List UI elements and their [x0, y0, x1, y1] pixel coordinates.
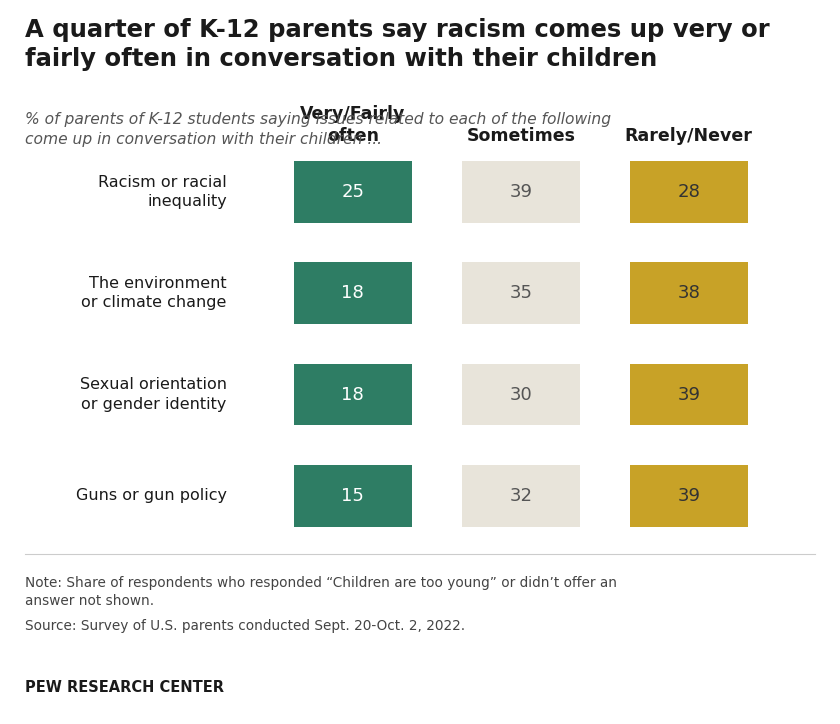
Text: Racism or racial
inequality: Racism or racial inequality	[98, 174, 227, 209]
Text: 28: 28	[677, 183, 701, 201]
FancyBboxPatch shape	[294, 161, 412, 223]
Text: Guns or gun policy: Guns or gun policy	[76, 489, 227, 503]
Text: PEW RESEARCH CENTER: PEW RESEARCH CENTER	[25, 680, 224, 695]
Text: Note: Share of respondents who responded “Children are too young” or didn’t offe: Note: Share of respondents who responded…	[25, 576, 617, 608]
Text: 39: 39	[677, 386, 701, 403]
FancyBboxPatch shape	[294, 363, 412, 425]
Text: Source: Survey of U.S. parents conducted Sept. 20-Oct. 2, 2022.: Source: Survey of U.S. parents conducted…	[25, 619, 465, 633]
FancyBboxPatch shape	[294, 263, 412, 324]
Text: The environment
or climate change: The environment or climate change	[81, 276, 227, 311]
FancyBboxPatch shape	[630, 363, 748, 425]
FancyBboxPatch shape	[630, 465, 748, 527]
FancyBboxPatch shape	[462, 263, 580, 324]
Text: 38: 38	[677, 285, 701, 302]
Text: 39: 39	[677, 487, 701, 505]
Text: 18: 18	[341, 386, 365, 403]
Text: 39: 39	[509, 183, 533, 201]
Text: 15: 15	[341, 487, 365, 505]
FancyBboxPatch shape	[462, 465, 580, 527]
Text: 30: 30	[509, 386, 533, 403]
FancyBboxPatch shape	[462, 161, 580, 223]
FancyBboxPatch shape	[462, 363, 580, 425]
Text: 25: 25	[341, 183, 365, 201]
FancyBboxPatch shape	[294, 465, 412, 527]
Text: Sometimes: Sometimes	[466, 127, 575, 145]
FancyBboxPatch shape	[630, 161, 748, 223]
Text: Very/Fairly
often: Very/Fairly often	[300, 104, 406, 145]
Text: Sexual orientation
or gender identity: Sexual orientation or gender identity	[80, 377, 227, 412]
Text: 18: 18	[341, 285, 365, 302]
FancyBboxPatch shape	[630, 263, 748, 324]
Text: A quarter of K-12 parents say racism comes up very or
fairly often in conversati: A quarter of K-12 parents say racism com…	[25, 18, 769, 71]
Text: Rarely/Never: Rarely/Never	[625, 127, 753, 145]
Text: 35: 35	[509, 285, 533, 302]
Text: % of parents of K-12 students saying issues related to each of the following
com: % of parents of K-12 students saying iss…	[25, 112, 612, 147]
Text: 32: 32	[509, 487, 533, 505]
